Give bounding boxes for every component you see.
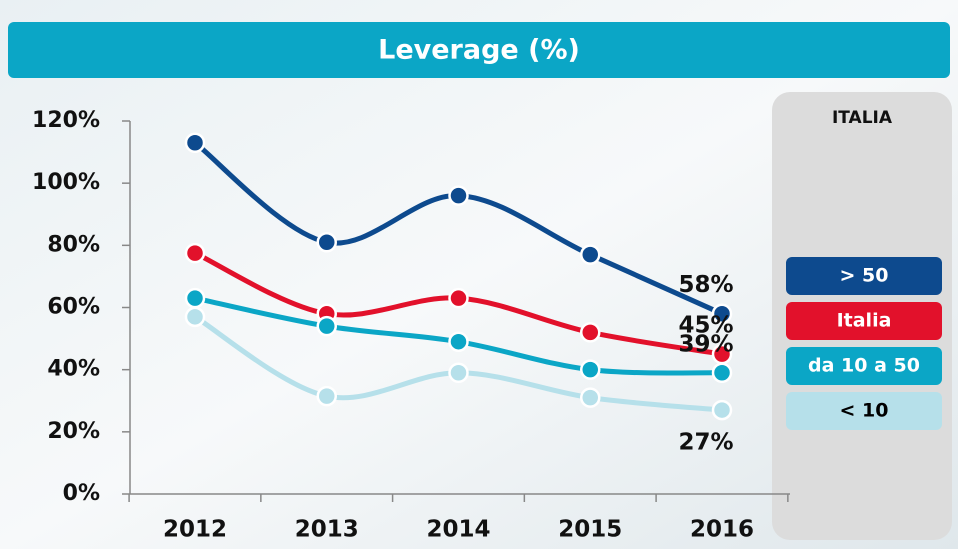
point — [713, 364, 731, 382]
point — [318, 317, 336, 335]
y-tick-label: 120% — [32, 108, 100, 133]
point — [581, 323, 599, 341]
chart-title: Leverage (%) — [378, 35, 580, 66]
x-tick-label: 2016 — [690, 517, 754, 543]
point — [450, 364, 468, 382]
point — [581, 246, 599, 264]
x-tick-label: 2015 — [558, 517, 622, 543]
point — [186, 308, 204, 326]
y-tick-label: 60% — [47, 295, 100, 320]
legend-label: < 10 — [840, 400, 889, 422]
point — [450, 187, 468, 205]
point — [186, 289, 204, 307]
point — [318, 233, 336, 251]
point — [581, 361, 599, 379]
y-tick-label: 40% — [47, 357, 100, 382]
x-tick-label: 2012 — [163, 517, 227, 543]
legend-label: > 50 — [840, 265, 889, 287]
legend-label: da 10 a 50 — [808, 355, 920, 377]
chart: Leverage (%) ITALIA 0% 20% 40% 60% 80% 100% 12… — [0, 0, 958, 549]
point — [318, 387, 336, 405]
value-label: 27% — [678, 430, 733, 456]
legend-title: ITALIA — [832, 108, 893, 128]
legend-label: Italia — [837, 310, 892, 332]
x-tick-label: 2014 — [426, 517, 490, 543]
y-tick-label: 20% — [47, 419, 100, 444]
point — [450, 333, 468, 351]
point — [186, 244, 204, 262]
value-label: 39% — [678, 331, 733, 357]
x-tick-label: 2013 — [295, 517, 359, 543]
point — [186, 134, 204, 152]
y-tick-label: 0% — [63, 481, 100, 506]
y-tick-label: 80% — [47, 232, 100, 257]
point — [713, 401, 731, 419]
point — [581, 389, 599, 407]
y-tick-label: 100% — [32, 170, 100, 195]
point — [450, 289, 468, 307]
value-label: 58% — [678, 272, 733, 298]
